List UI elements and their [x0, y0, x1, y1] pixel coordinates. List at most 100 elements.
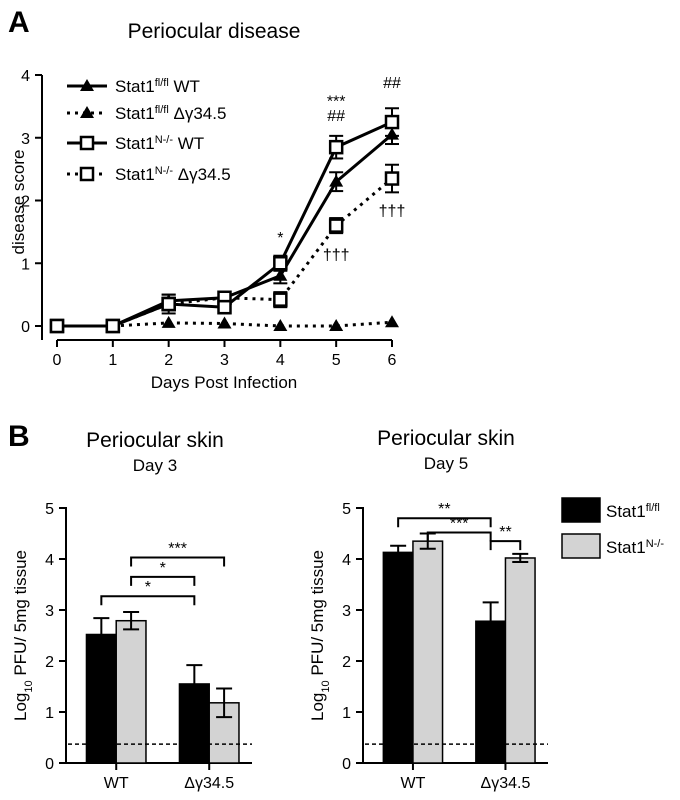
- x-tick-label: WT: [401, 775, 426, 792]
- data-point-s3: [384, 114, 400, 130]
- y-tick-label: 2: [21, 194, 30, 211]
- chart-b2-subtitle: Day 5: [424, 454, 468, 473]
- y-tick-label: 5: [342, 501, 351, 518]
- y-tick-label: 2: [342, 654, 351, 671]
- x-tick-label: 4: [276, 352, 285, 369]
- x-tick-label: 1: [108, 352, 117, 369]
- bar-chart-day5: Periocular skin Day 5 0 1 2 3 4 5 Log10 PFU/ 5…: [308, 427, 548, 792]
- data-point-s4: [384, 171, 400, 186]
- y-tick-label: 4: [342, 552, 351, 569]
- y-tick-label: 1: [45, 705, 54, 722]
- chart-b1-subtitle: Day 3: [133, 456, 177, 475]
- legend-marker-s4: [79, 166, 95, 182]
- x-tick-label: 2: [164, 352, 173, 369]
- line-chart-periocular-disease: Periocular disease disease score Days Po…: [9, 20, 405, 392]
- series-s2: [50, 315, 399, 331]
- significance-label: **: [499, 524, 511, 541]
- x-tick-label: Δγ34.5: [184, 775, 234, 792]
- data-point-s2: [217, 316, 232, 329]
- significance-label: ***: [450, 515, 469, 532]
- x-tick-label: 0: [53, 352, 62, 369]
- significance-label: **: [438, 501, 450, 518]
- significance-bracket: [426, 531, 492, 542]
- significance-label: *: [145, 579, 151, 596]
- y-tick-label: 0: [45, 756, 54, 773]
- x-tick-label: Δγ34.5: [481, 775, 531, 792]
- data-point-s2: [273, 319, 288, 331]
- legend-swatch: [561, 497, 601, 523]
- y-tick-label: 2: [45, 654, 54, 671]
- chart-a-title: Periocular disease: [128, 20, 301, 43]
- bar: [504, 557, 536, 764]
- data-point-s2: [329, 319, 344, 331]
- data-point-s1: [329, 174, 344, 187]
- legend-label-s2: Stat1fl/fl Δγ34.5: [115, 104, 226, 123]
- data-point-s3: [49, 318, 65, 334]
- legend-label-s3: Stat1N-/- WT: [115, 134, 204, 153]
- data-point-s2: [385, 315, 399, 328]
- legend-label: Stat1fl/fl: [606, 502, 660, 521]
- significance-bracket: [100, 595, 196, 606]
- chart-b1-title: Periocular skin: [86, 429, 224, 452]
- significance-label: ***: [168, 540, 187, 557]
- data-point-s3: [273, 256, 288, 271]
- data-point-s1: [273, 268, 288, 281]
- y-tick-label: 4: [21, 68, 30, 85]
- y-tick-label: 3: [21, 131, 30, 148]
- y-tick-label: 0: [21, 319, 30, 336]
- y-tick-label: 3: [342, 603, 351, 620]
- significance-bracket: [397, 517, 492, 528]
- data-point-s4: [273, 292, 288, 307]
- chart-a-xlabel: Days Post Infection: [151, 373, 297, 392]
- legend-label-s4: Stat1N-/- Δγ34.5: [115, 165, 231, 184]
- data-point-s3: [105, 318, 121, 334]
- y-axis-label: Log10 PFU/ 5mg tissue: [308, 550, 332, 721]
- legend-label: Stat1N-/-: [606, 538, 664, 557]
- panel-letter-a: A: [8, 6, 30, 39]
- significance-annotation: *: [277, 230, 283, 247]
- x-tick-label: 6: [388, 352, 397, 369]
- chart-a-ylabel: disease score: [9, 150, 28, 255]
- x-tick-label: 3: [220, 352, 229, 369]
- bar: [115, 619, 147, 764]
- y-tick-label: 4: [45, 552, 54, 569]
- significance-label: *: [160, 560, 166, 577]
- significance-annotation: ##: [383, 75, 401, 92]
- line-legend: Stat1fl/fl WT Stat1fl/fl Δγ34.5 Stat1N-/- …: [67, 77, 231, 184]
- chart-b2-title: Periocular skin: [377, 427, 515, 450]
- significance-annotation: ***: [327, 93, 346, 110]
- y-axis-label: Log10 PFU/ 5mg tissue: [11, 550, 35, 721]
- significance-bracket: [130, 575, 196, 586]
- legend-label-s1: Stat1fl/fl WT: [115, 77, 200, 96]
- bar-chart-day3: Periocular skin Day 3 0 1 2 3 4 5 Log10 PFU/ 5…: [11, 429, 252, 792]
- legend-marker-s2: [80, 106, 94, 118]
- y-tick-label: 0: [342, 756, 351, 773]
- significance-bracket: [489, 540, 522, 551]
- legend-marker-s1: [80, 79, 94, 91]
- y-tick-label: 1: [21, 256, 30, 273]
- y-tick-label: 3: [45, 603, 54, 620]
- bar: [85, 633, 117, 764]
- data-point-s3: [328, 139, 344, 155]
- bar: [475, 620, 507, 764]
- data-point-s3: [161, 296, 176, 312]
- data-point-s2: [161, 315, 176, 328]
- significance-annotation: †††: [379, 203, 406, 220]
- bar-legend: Stat1fl/fl Stat1N-/-: [561, 497, 664, 559]
- significance-annotation: ##: [327, 108, 345, 125]
- y-tick-label: 5: [45, 501, 54, 518]
- bar: [412, 540, 444, 764]
- significance-annotation: †††: [323, 247, 350, 264]
- data-point-s4: [328, 218, 344, 233]
- panel-letter-b: B: [8, 420, 30, 453]
- y-tick-label: 1: [342, 705, 351, 722]
- data-point-s3: [217, 299, 232, 315]
- bar: [382, 551, 414, 764]
- significance-bracket: [130, 556, 226, 567]
- legend-marker-s3: [79, 135, 95, 151]
- x-tick-label: 5: [332, 352, 341, 369]
- series-s3: [49, 107, 400, 334]
- x-tick-label: WT: [104, 775, 129, 792]
- legend-swatch: [561, 533, 601, 559]
